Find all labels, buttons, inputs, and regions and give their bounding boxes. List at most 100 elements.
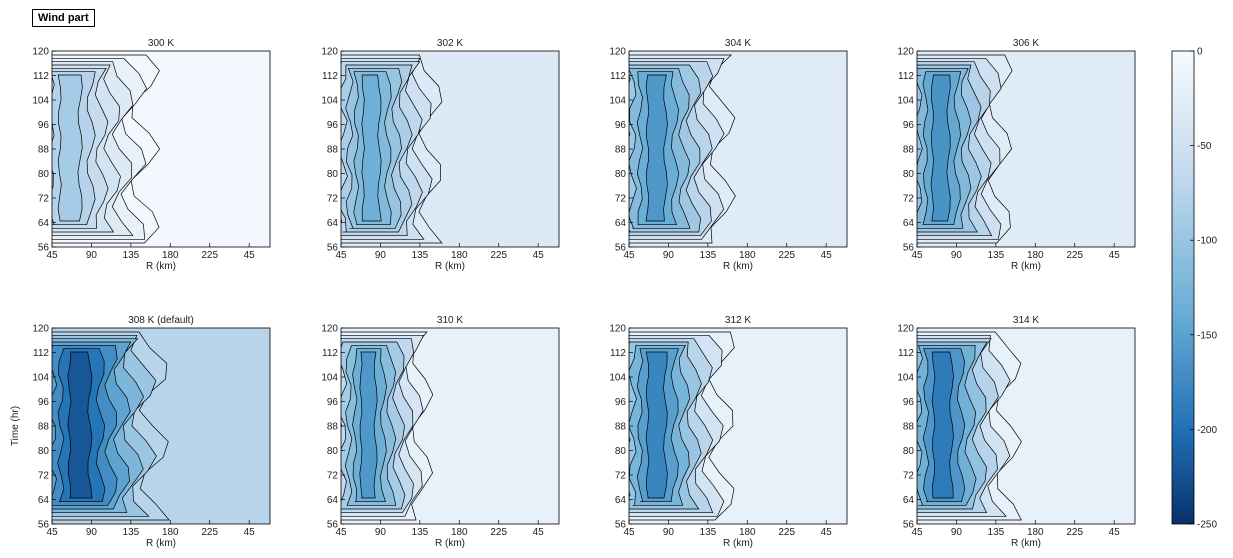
x-tick-label: 135 <box>123 250 140 261</box>
x-tick-label: 45 <box>623 527 635 538</box>
x-tick-label: 180 <box>451 527 468 538</box>
x-tick-label: 135 <box>700 250 717 261</box>
y-tick-label: 120 <box>32 324 49 335</box>
y-tick-label: 112 <box>898 348 914 359</box>
x-tick-label: 90 <box>951 527 963 538</box>
y-tick-label: 80 <box>38 446 50 457</box>
x-tick-label: 180 <box>739 250 756 261</box>
y-tick-label: 56 <box>615 243 627 254</box>
y-tick-label: 88 <box>327 422 339 433</box>
panel-title: 310 K <box>437 315 463 326</box>
y-tick-label: 56 <box>327 520 339 531</box>
x-tick-label: 225 <box>490 527 507 538</box>
x-axis-label: R (km) <box>1011 538 1041 549</box>
y-tick-label: 64 <box>903 218 915 229</box>
y-tick-label: 72 <box>615 471 627 482</box>
y-tick-label: 96 <box>903 397 915 408</box>
panel-title: 306 K <box>1013 38 1039 49</box>
y-tick-label: 56 <box>615 520 627 531</box>
y-tick-label: 120 <box>321 324 338 335</box>
x-tick-label: 180 <box>162 527 179 538</box>
y-tick-label: 88 <box>38 422 50 433</box>
x-tick-label: 135 <box>700 527 717 538</box>
y-tick-label: 72 <box>615 194 627 205</box>
panel-title: 314 K <box>1013 315 1039 326</box>
y-tick-label: 56 <box>38 243 50 254</box>
y-tick-label: 96 <box>903 120 915 131</box>
contour-panel-6: 310 K 56 64 72 80 88 96 104 112 120 45 90 135 180 225 4… <box>321 315 560 549</box>
contour-panel-3: 304 K 56 64 72 80 88 96 104 112 120 45 90 135 180 225 4… <box>609 38 848 272</box>
x-tick-label: 45 <box>1109 527 1121 538</box>
y-tick-label: 72 <box>38 194 50 205</box>
contour-panel-2: 302 K 56 64 72 80 88 96 104 112 120 45 90 135 180 225 4… <box>321 38 560 272</box>
contour-panel-5: 308 K (default) 56 64 72 80 88 96 104 112 120 45 90… <box>10 315 271 549</box>
y-tick-label: 120 <box>897 324 914 335</box>
x-tick-label: 135 <box>988 527 1005 538</box>
x-tick-label: 45 <box>244 250 256 261</box>
y-tick-label: 104 <box>321 373 338 384</box>
y-tick-label: 120 <box>32 47 49 58</box>
y-tick-label: 72 <box>327 194 339 205</box>
contour-band <box>645 351 668 499</box>
y-tick-label: 64 <box>615 218 627 229</box>
figure-label: Wind part <box>32 9 95 27</box>
y-tick-label: 112 <box>33 348 49 359</box>
colorbar-tick-label: -200 <box>1197 425 1217 436</box>
colorbar-tick-label: -250 <box>1197 520 1217 531</box>
y-tick-label: 104 <box>609 96 626 107</box>
y-tick-label: 112 <box>898 71 914 82</box>
y-tick-label: 120 <box>897 47 914 58</box>
y-tick-label: 72 <box>38 471 50 482</box>
y-tick-label: 80 <box>327 169 339 180</box>
y-tick-label: 112 <box>322 71 338 82</box>
x-tick-label: 225 <box>1066 250 1083 261</box>
colorbar-gradient <box>1171 50 1195 525</box>
x-tick-label: 90 <box>375 250 387 261</box>
y-tick-label: 64 <box>38 218 50 229</box>
y-tick-label: 80 <box>327 446 339 457</box>
x-tick-label: 45 <box>533 527 545 538</box>
y-tick-label: 88 <box>903 422 915 433</box>
x-tick-label: 45 <box>1109 250 1121 261</box>
x-tick-label: 45 <box>335 250 347 261</box>
panel-title: 300 K <box>148 38 174 49</box>
x-tick-label: 135 <box>123 527 140 538</box>
y-tick-label: 72 <box>327 471 339 482</box>
colorbar-tick-label: -50 <box>1197 141 1212 152</box>
x-axis-label: R (km) <box>435 538 465 549</box>
y-tick-label: 96 <box>615 120 627 131</box>
y-tick-label: 80 <box>903 446 915 457</box>
x-tick-label: 225 <box>201 527 218 538</box>
x-tick-label: 45 <box>821 527 833 538</box>
x-tick-label: 45 <box>533 250 545 261</box>
colorbar-tick-label: -150 <box>1197 330 1217 341</box>
y-tick-label: 80 <box>903 169 915 180</box>
y-tick-label: 56 <box>38 520 50 531</box>
x-tick-label: 180 <box>162 250 179 261</box>
x-tick-label: 45 <box>911 250 923 261</box>
y-tick-label: 104 <box>321 96 338 107</box>
colorbar: 0 -50 -100 -150 -200 -250 <box>1171 47 1217 531</box>
x-tick-label: 90 <box>86 527 98 538</box>
y-tick-label: 96 <box>38 397 50 408</box>
panel-title: 302 K <box>437 38 463 49</box>
y-tick-label: 96 <box>615 397 627 408</box>
x-axis-label: R (km) <box>723 538 753 549</box>
x-tick-label: 90 <box>663 250 675 261</box>
x-tick-label: 90 <box>375 527 387 538</box>
y-tick-label: 112 <box>33 71 49 82</box>
y-tick-label: 88 <box>327 145 339 156</box>
contour-band <box>361 74 382 222</box>
x-tick-label: 135 <box>412 527 429 538</box>
panel-title: 312 K <box>725 315 751 326</box>
x-tick-label: 45 <box>911 527 923 538</box>
x-tick-label: 180 <box>451 250 468 261</box>
y-tick-label: 80 <box>615 446 627 457</box>
y-tick-label: 56 <box>903 520 915 531</box>
y-tick-label: 120 <box>609 47 626 58</box>
x-tick-label: 180 <box>739 527 756 538</box>
contour-panel-7: 312 K 56 64 72 80 88 96 104 112 120 45 90 135 180 225 4… <box>609 315 848 549</box>
y-tick-label: 96 <box>327 397 339 408</box>
x-axis-label: R (km) <box>435 261 465 272</box>
